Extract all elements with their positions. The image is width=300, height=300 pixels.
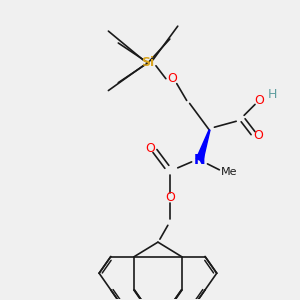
Text: O: O xyxy=(145,142,155,154)
Text: O: O xyxy=(167,72,177,85)
Polygon shape xyxy=(196,130,210,161)
Text: H: H xyxy=(268,88,278,101)
Text: Me: Me xyxy=(221,167,238,177)
Text: O: O xyxy=(254,94,264,107)
Text: N: N xyxy=(194,153,205,167)
Text: O: O xyxy=(253,129,263,142)
Text: O: O xyxy=(165,191,175,204)
Text: Si: Si xyxy=(142,56,154,69)
